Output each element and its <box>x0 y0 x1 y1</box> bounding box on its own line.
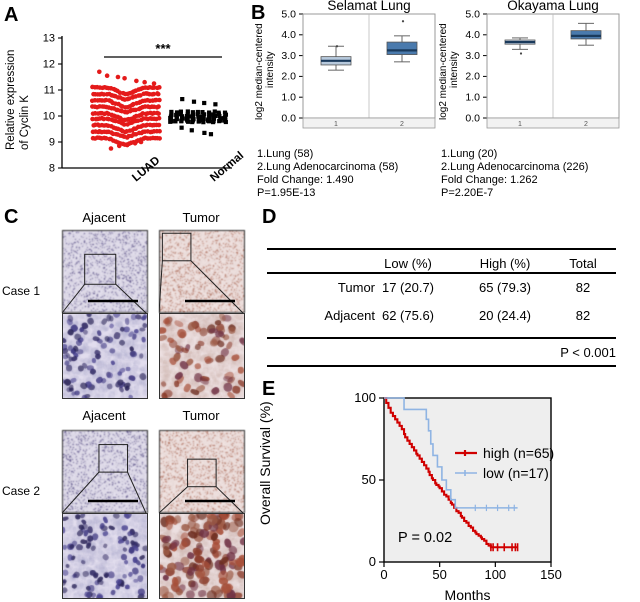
svg-text:9: 9 <box>49 137 55 149</box>
svg-text:Okayama Lung: Okayama Lung <box>507 0 599 13</box>
svg-text:5.0: 5.0 <box>465 8 480 20</box>
svg-text:Relative expression: Relative expression <box>5 50 17 150</box>
svg-text:5.0: 5.0 <box>281 8 296 20</box>
svg-text:2.0: 2.0 <box>465 71 480 83</box>
svg-text:0: 0 <box>369 554 376 569</box>
svg-text:2: 2 <box>584 121 588 128</box>
svg-text:Selamat Lung: Selamat Lung <box>327 0 410 13</box>
svg-text:P = 0.02: P = 0.02 <box>398 530 452 546</box>
svg-text:Normal: Normal <box>208 150 246 185</box>
svg-text:13: 13 <box>43 33 55 45</box>
svg-text:100: 100 <box>484 567 506 582</box>
svg-text:Months: Months <box>445 587 491 602</box>
svg-text:50: 50 <box>362 472 376 487</box>
svg-text:2.0: 2.0 <box>281 71 296 83</box>
svg-text:***: *** <box>155 41 171 56</box>
svg-text:8: 8 <box>49 163 55 175</box>
svg-text:4.0: 4.0 <box>281 29 296 41</box>
svg-text:log2 median-centered: log2 median-centered <box>439 23 449 120</box>
svg-text:4.0: 4.0 <box>465 29 480 41</box>
svg-text:0.0: 0.0 <box>281 112 296 124</box>
svg-text:100: 100 <box>354 390 376 405</box>
svg-text:2: 2 <box>400 121 404 128</box>
svg-text:3.0: 3.0 <box>465 50 480 62</box>
svg-text:low (n=17): low (n=17) <box>483 465 549 481</box>
svg-text:0.0: 0.0 <box>465 112 480 124</box>
svg-text:1: 1 <box>334 121 338 128</box>
svg-text:Overall Survival (%): Overall Survival (%) <box>257 401 273 525</box>
svg-text:12: 12 <box>43 59 55 71</box>
svg-text:50: 50 <box>432 567 446 582</box>
svg-text:of Cyclin K: of Cyclin K <box>19 95 31 150</box>
svg-text:1: 1 <box>518 121 522 128</box>
svg-text:11: 11 <box>44 85 55 97</box>
svg-text:high (n=65): high (n=65) <box>483 445 554 461</box>
svg-text:3.0: 3.0 <box>281 50 296 62</box>
svg-text:intensity: intensity <box>449 51 460 88</box>
svg-text:1.0: 1.0 <box>281 92 296 104</box>
svg-text:LUAD: LUAD <box>130 155 162 185</box>
svg-text:log2 median-centered: log2 median-centered <box>255 23 265 120</box>
svg-text:150: 150 <box>540 567 562 582</box>
svg-text:1.0: 1.0 <box>465 92 480 104</box>
svg-text:intensity: intensity <box>265 51 276 88</box>
svg-text:10: 10 <box>43 111 55 123</box>
svg-text:0: 0 <box>380 567 387 582</box>
